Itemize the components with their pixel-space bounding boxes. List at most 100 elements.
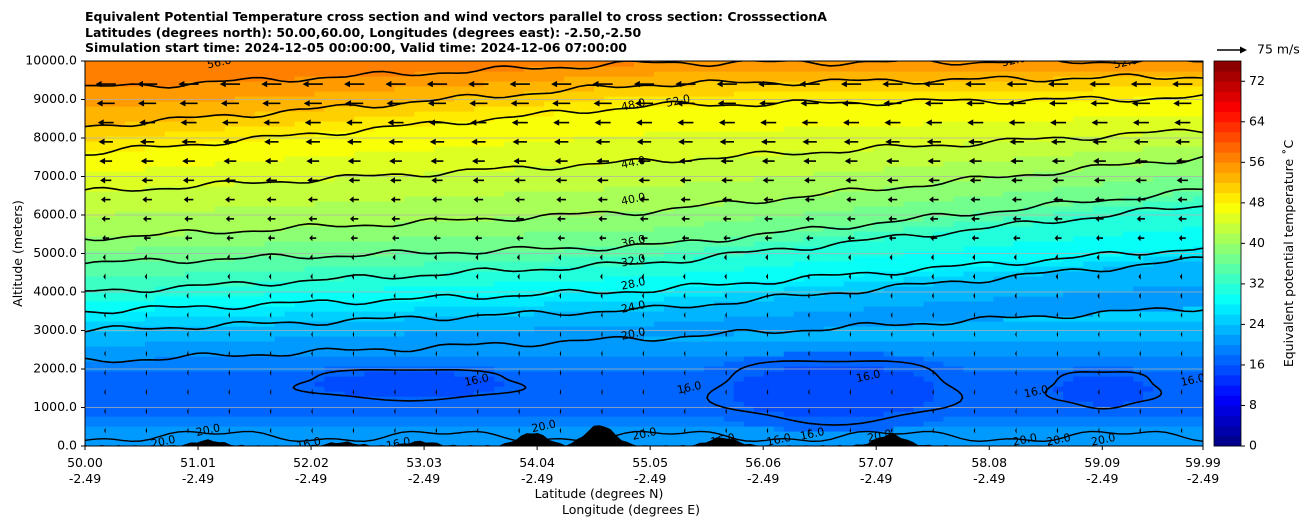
field-cell [234, 181, 246, 187]
field-cell [234, 441, 246, 446]
field-cell [344, 161, 356, 167]
field-cell [384, 261, 396, 267]
field-cell [204, 346, 216, 352]
field-cell [204, 241, 216, 247]
field-cell [94, 146, 106, 152]
field-cell [254, 216, 266, 222]
field-cell [384, 161, 396, 167]
field-cell [134, 226, 146, 232]
field-cell [454, 166, 465, 172]
field-cell [274, 231, 286, 237]
field-cell [663, 326, 675, 332]
field-cell [364, 276, 376, 282]
field-cell [663, 186, 675, 192]
field-cell [404, 106, 416, 112]
field-cell [174, 286, 186, 292]
field-cell [594, 221, 605, 227]
field-cell [274, 186, 286, 192]
field-cell [194, 436, 206, 442]
field-cell [604, 136, 615, 142]
field-cell [154, 101, 166, 107]
field-cell [484, 261, 495, 267]
field-cell [174, 216, 186, 222]
field-cell [94, 66, 106, 72]
field-cell [364, 211, 376, 217]
field-cell [394, 426, 406, 432]
field-cell [274, 76, 286, 82]
field-cell [394, 346, 406, 352]
field-cell [374, 306, 386, 312]
field-cell [224, 121, 236, 127]
field-cell [314, 336, 326, 342]
field-cell [693, 406, 705, 412]
field-cell [673, 271, 685, 277]
field-cell [314, 61, 326, 67]
field-cell [494, 386, 505, 392]
field-cell [504, 231, 515, 237]
field-cell [504, 351, 515, 357]
field-cell [494, 326, 505, 332]
field-cell [114, 281, 126, 287]
field-cell [494, 156, 505, 162]
field-cell [484, 121, 495, 127]
field-cell [294, 431, 306, 437]
field-cell [594, 96, 605, 102]
field-cell [314, 311, 326, 317]
field-cell [414, 101, 425, 107]
field-cell [354, 216, 366, 222]
field-cell [524, 101, 535, 107]
field-cell [214, 186, 226, 192]
field-cell [374, 181, 386, 187]
field-cell [114, 111, 126, 117]
field-cell [354, 416, 366, 422]
field-cell [394, 241, 406, 247]
field-cell [314, 211, 326, 217]
field-cell [354, 96, 366, 102]
field-cell [214, 416, 226, 422]
field-cell [624, 246, 635, 252]
field-cell [234, 301, 246, 307]
field-cell [324, 356, 336, 362]
field-cell [484, 211, 495, 217]
field-cell [544, 336, 555, 342]
field-cell [224, 316, 236, 322]
field-cell [94, 386, 106, 392]
field-cell [444, 301, 455, 307]
field-cell [713, 176, 725, 182]
field-cell [134, 376, 146, 382]
field-cell [634, 136, 645, 142]
field-cell [174, 166, 186, 172]
chart-title: Equivalent Potential Temperature cross s… [85, 9, 827, 56]
field-cell [204, 76, 216, 82]
field-cell [434, 61, 445, 67]
field-cell [634, 131, 645, 137]
field-cell [284, 66, 296, 72]
field-cell [104, 191, 116, 197]
field-cell [683, 441, 695, 446]
field-cell [584, 351, 595, 357]
field-cell [85, 86, 96, 92]
field-cell [444, 106, 455, 112]
field-cell [294, 71, 306, 77]
field-cell [344, 146, 356, 152]
field-cell [444, 326, 455, 332]
field-cell [414, 411, 425, 417]
field-cell [673, 191, 685, 197]
field-cell [154, 216, 166, 222]
field-cell [264, 316, 276, 322]
field-cell [114, 246, 126, 252]
field-cell [434, 401, 445, 407]
field-cell [494, 346, 505, 352]
field-cell [414, 156, 425, 162]
field-cell [494, 91, 505, 97]
field-cell [204, 296, 216, 302]
field-cell [464, 331, 475, 337]
field-cell [584, 126, 595, 132]
field-cell [414, 171, 425, 177]
field-cell [544, 226, 555, 232]
field-cell [314, 401, 326, 407]
field-cell [384, 291, 396, 297]
field-cell [284, 216, 296, 222]
field-cell [424, 246, 435, 252]
field-cell [703, 141, 715, 147]
